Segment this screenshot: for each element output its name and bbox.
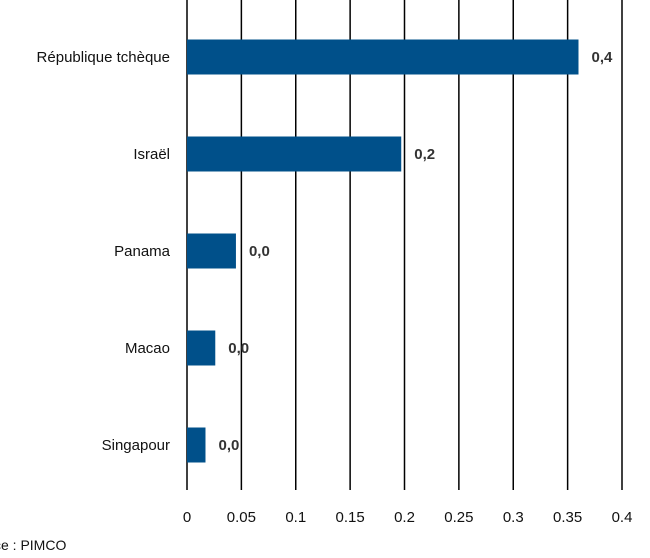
bar <box>187 136 402 172</box>
x-tick-label: 0.35 <box>553 509 582 526</box>
category-label: Panama <box>114 243 171 260</box>
category-label: Macao <box>125 340 170 357</box>
bar <box>187 39 579 75</box>
x-tick-label: 0.4 <box>612 509 633 526</box>
category-label: Israël <box>133 146 170 163</box>
gridlines <box>186 0 623 490</box>
category-labels: République tchèque Israël Panama Macao Singa… <box>37 49 171 454</box>
data-label: 0,0 <box>228 340 249 357</box>
bar <box>187 233 236 269</box>
bar <box>187 330 216 366</box>
x-tick-label: 0.2 <box>394 509 415 526</box>
source-note: ce : PIMCO <box>0 537 67 553</box>
category-label: Singapour <box>102 437 170 454</box>
x-tick-label: 0.05 <box>227 509 256 526</box>
x-tick-label: 0.3 <box>503 509 524 526</box>
x-tick-labels: 0 0.05 0.1 0.15 0.2 0.25 0.3 0.35 0.4 <box>183 509 633 526</box>
x-tick-label: 0.15 <box>336 509 365 526</box>
data-label: 0,0 <box>249 243 270 260</box>
x-tick-label: 0.25 <box>444 509 473 526</box>
data-label: 0,0 <box>218 437 239 454</box>
category-label: République tchèque <box>37 49 170 66</box>
bars <box>187 39 579 463</box>
data-label: 0,4 <box>592 49 614 66</box>
x-tick-label: 0 <box>183 509 191 526</box>
bar <box>187 427 206 463</box>
data-labels: 0,4 0,2 0,0 0,0 0,0 <box>218 49 613 454</box>
data-label: 0,2 <box>414 146 435 163</box>
x-tick-label: 0.1 <box>285 509 306 526</box>
